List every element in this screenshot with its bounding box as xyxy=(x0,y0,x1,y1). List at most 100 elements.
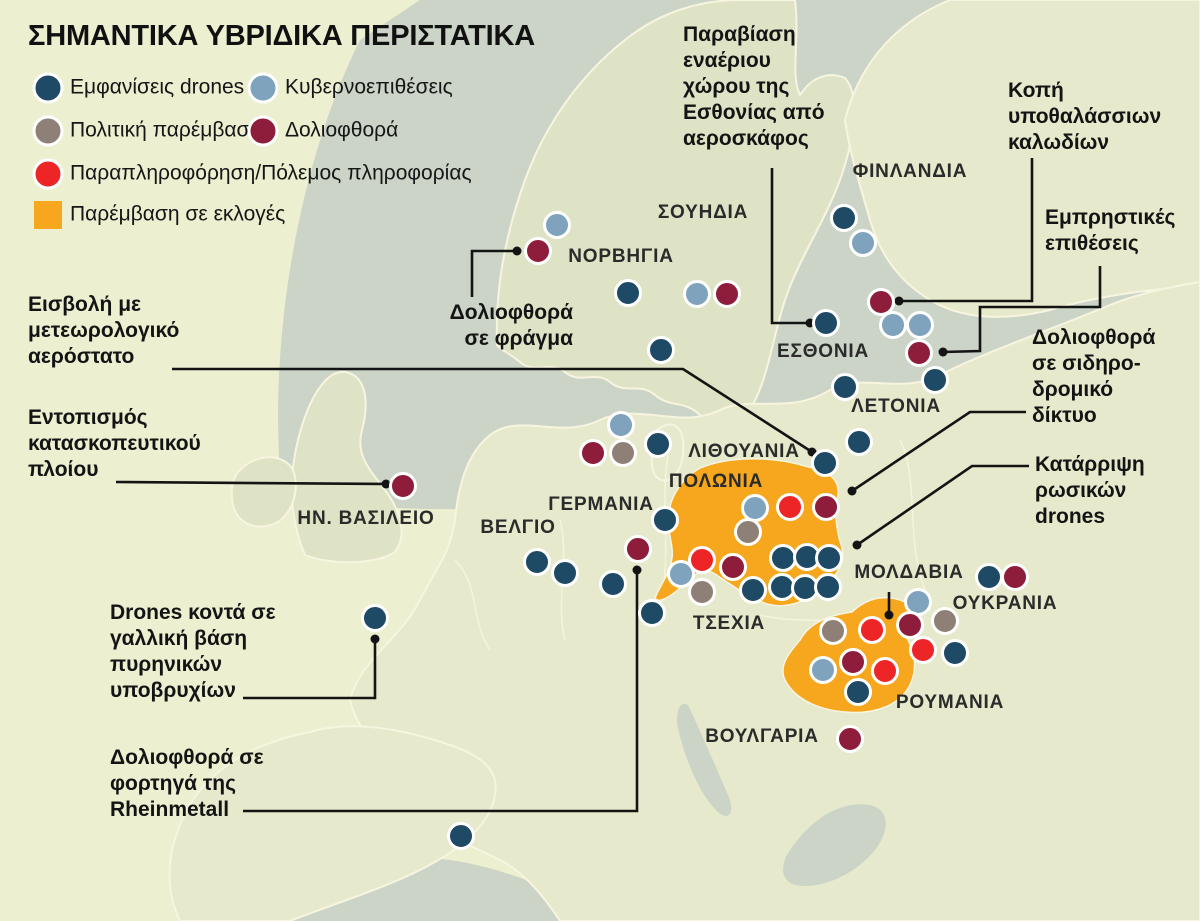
country-label-ΒΕΛΓΙΟ: ΒΕΛΓΙΟ xyxy=(480,517,556,538)
annotation-line: γαλλική βάση xyxy=(110,627,248,650)
legend-marker-disinfo xyxy=(32,158,64,190)
incident-dot-disinfo xyxy=(776,493,804,521)
incident-dot-sabotage xyxy=(389,472,417,500)
country-label-ΟΥΚΡΑΝΙΑ: ΟΥΚΡΑΝΙΑ xyxy=(952,593,1058,614)
incident-dot-political xyxy=(734,518,762,546)
leader-anchor-dam-sabotage xyxy=(512,246,522,256)
incident-dot-drones xyxy=(791,574,819,602)
incident-dot-drones xyxy=(812,309,840,337)
leader-line-submarine-base-drones xyxy=(243,639,377,700)
incident-dot-drones xyxy=(769,544,797,572)
incident-dot-sabotage xyxy=(905,339,933,367)
annotation-line: μετεωρολογικό xyxy=(28,319,180,342)
incident-dot-drones xyxy=(447,822,475,850)
incident-dot-sabotage xyxy=(812,493,840,521)
annotation-line: υποθαλάσσιων xyxy=(1008,105,1162,128)
annotation-weather-balloon: Εισβολή με μετεωρολογικό αερόστατο xyxy=(28,292,179,370)
legend-label-drones: Εμφανίσεις drones xyxy=(70,75,245,99)
legend-marker-elections xyxy=(34,201,62,229)
incident-dot-sabotage xyxy=(719,553,747,581)
incident-dot-sabotage xyxy=(579,439,607,467)
leader-anchor-submarine-base-drones xyxy=(370,634,380,644)
country-label-ΛΙΘΟΥΑΝΙΑ: ΛΙΘΟΥΑΝΙΑ xyxy=(688,441,800,462)
incident-dots xyxy=(361,204,1029,850)
incident-dot-sabotage xyxy=(896,611,924,639)
inner-sea-shapes xyxy=(677,703,886,886)
leader-anchor-undersea-cables xyxy=(894,296,904,306)
country-label-ΡΟΥΜΑΝΙΑ: ΡΟΥΜΑΝΙΑ xyxy=(895,692,1005,713)
annotation-line: κατασκοπευτικού xyxy=(28,432,201,455)
country-label-ΛΕΤΟΝΙΑ: ΛΕΤΟΝΙΑ xyxy=(851,396,941,417)
leader-lines xyxy=(115,158,1102,813)
incident-dot-disinfo xyxy=(871,657,899,685)
annotation-line: Δολιοφθορά xyxy=(1032,326,1156,349)
annotation-line: Κατάρριψη xyxy=(1035,453,1145,476)
incident-dot-drones xyxy=(830,204,858,232)
annotation-line: εναέριου xyxy=(683,49,771,72)
annotation-line: Παραβίαση xyxy=(683,23,796,46)
incident-dot-cyber xyxy=(809,656,837,684)
incident-dot-drones xyxy=(921,366,949,394)
incident-dot-cyber xyxy=(607,411,635,439)
incident-dot-drones xyxy=(599,570,627,598)
legend-marker-political xyxy=(32,115,64,147)
incident-dot-political xyxy=(688,578,716,606)
annotation-line: αερόστατο xyxy=(28,345,135,368)
legend-label-political: Πολιτική παρέμβαση xyxy=(70,118,262,142)
incident-dot-disinfo xyxy=(909,636,937,664)
incident-dot-drones xyxy=(814,573,842,601)
annotation-line: Εσθονίας από xyxy=(683,101,825,124)
country-label-ΕΣΘΟΝΙΑ: ΕΣΘΟΝΙΑ xyxy=(777,341,869,362)
incident-dot-drones xyxy=(811,449,839,477)
incident-dot-sabotage xyxy=(524,237,552,265)
annotation-line: Drones κοντά σε xyxy=(110,601,276,624)
country-label-ΝΟΡΒΗΓΙΑ: ΝΟΡΒΗΓΙΑ xyxy=(568,246,674,267)
annotation-line: αεροσκάφος xyxy=(683,127,809,150)
incident-dot-drones xyxy=(523,548,551,576)
incident-dot-drones xyxy=(739,576,767,604)
incident-dot-drones xyxy=(551,559,579,587)
incident-dot-political xyxy=(819,617,847,645)
annotation-line: Rheinmetall xyxy=(110,798,230,821)
annotation-dam-sabotage: Δολιοφθορά σε φράγμα xyxy=(450,300,573,352)
annotation-spy-ship: Εντοπισμός κατασκοπευτικού πλοίου xyxy=(28,405,201,483)
annotation-estonia-airspace: Παραβίαση εναέριου χώρου της Εσθονίας από αε… xyxy=(683,22,825,152)
leader-anchor-arson-attacks xyxy=(938,347,948,357)
legend-marker-cyber xyxy=(247,72,279,104)
incident-dot-cyber xyxy=(849,229,877,257)
incident-dot-political xyxy=(609,439,637,467)
annotation-undersea-cables: Κοπή υποθαλάσσιων καλωδίων xyxy=(1008,78,1161,156)
annotation-line: ρωσικών xyxy=(1035,479,1127,502)
annotation-line: Κοπή xyxy=(1008,79,1064,102)
incident-dot-drones xyxy=(845,428,873,456)
annotation-line: σε σιδηρο- xyxy=(1032,352,1141,375)
leader-line-spy-ship xyxy=(115,480,387,486)
page-title: ΣΗΜΑΝΤΙΚΑ ΥΒΡΙΔΙΚΑ ΠΕΡΙΣΤΑΤΙΚΑ xyxy=(28,20,535,52)
annotation-line: φορτηγά της xyxy=(110,772,236,795)
annotation-line: δρομικό xyxy=(1032,378,1114,401)
annotation-line: πυρηνικών xyxy=(110,653,223,676)
leader-line-arson-attacks xyxy=(942,266,1102,354)
incident-dot-cyber xyxy=(906,311,934,339)
annotation-submarine-base-drones: Drones κοντά σε γαλλική βάση πυρηνικών υποβ… xyxy=(110,600,276,704)
incident-dot-cyber xyxy=(683,280,711,308)
incident-dot-drones xyxy=(831,373,859,401)
incident-dot-drones xyxy=(815,544,843,572)
country-label-ΠΟΛΩΝΙΑ: ΠΟΛΩΝΙΑ xyxy=(668,471,764,492)
legend-label-cyber: Κυβερνοεπιθέσεις xyxy=(285,75,453,99)
annotation-line: Εντοπισμός xyxy=(28,406,148,429)
leader-line-weather-balloon xyxy=(172,367,813,454)
leader-anchor-moldova-pointer xyxy=(884,610,894,620)
incident-dot-drones xyxy=(644,430,672,458)
annotation-line: Εμπρηστικές xyxy=(1045,206,1176,229)
country-label-ΤΣΕΧΙΑ: ΤΣΕΧΙΑ xyxy=(692,613,766,634)
incident-dot-sabotage xyxy=(624,535,652,563)
incident-dot-drones xyxy=(844,678,872,706)
incident-dot-cyber xyxy=(904,588,932,616)
incident-dot-cyber xyxy=(741,494,769,522)
legend-label-disinfo: Παραπληροφόρηση/Πόλεμος πληροφορίας xyxy=(70,161,472,185)
incident-dot-disinfo xyxy=(858,616,886,644)
incident-dot-drones xyxy=(638,599,666,627)
leader-line-railway-sabotage xyxy=(851,410,1026,493)
leader-anchor-spy-ship xyxy=(381,479,391,489)
